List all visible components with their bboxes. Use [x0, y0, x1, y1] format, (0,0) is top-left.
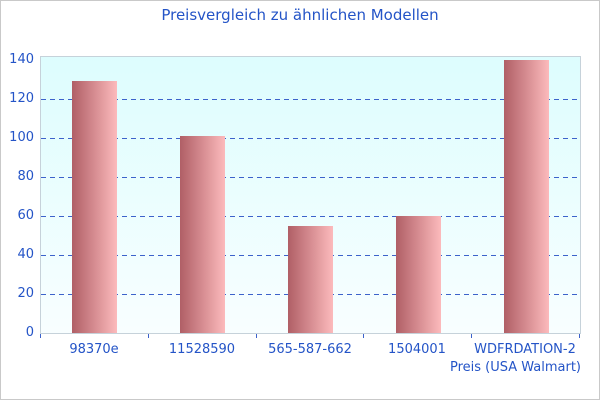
x-category-label-1504001: 1504001: [388, 342, 446, 357]
x-category-label-565-587-662: 565-587-662: [268, 342, 352, 357]
x-tick-2: [256, 334, 257, 338]
x-tick-3: [363, 334, 364, 338]
gridline-y-120: [41, 99, 580, 100]
x-tick-1: [148, 334, 149, 338]
gridline-y-60: [41, 216, 580, 217]
y-tick-label-40: 40: [17, 247, 34, 262]
gridline-y-100: [41, 138, 580, 139]
y-tick-label-20: 20: [17, 286, 34, 301]
y-tick-label-80: 80: [17, 169, 34, 184]
x-axis-ticks: [40, 334, 581, 339]
y-tick-label-140: 140: [9, 52, 34, 67]
x-tick-0: [40, 334, 41, 338]
x-axis-title: Preis (USA Walmart): [449, 360, 581, 375]
y-tick-label-0: 0: [25, 325, 34, 340]
x-category-label-WDFRDATION-2: WDFRDATION-2: [474, 342, 576, 357]
gridline-y-80: [41, 177, 580, 178]
x-category-label-11528590: 11528590: [168, 342, 236, 357]
x-category-label-98370e: 98370e: [69, 342, 119, 357]
y-tick-label-60: 60: [17, 208, 34, 223]
bar-98370e: [72, 81, 117, 333]
chart-title: Preisvergleich zu ähnlichen Modellen: [161, 6, 439, 24]
bar-1504001: [396, 216, 441, 333]
plot-area: [40, 56, 581, 334]
y-tick-label-100: 100: [9, 130, 34, 145]
bar-WDFRDATION-2: [504, 60, 549, 333]
x-tick-4: [471, 334, 472, 338]
bar-11528590: [180, 136, 225, 333]
x-axis-category-labels: 98370e 11528590 565-587-662 1504001 WDFRDATI…: [40, 342, 581, 358]
y-axis-tick-labels: 0 20 40 60 80 100 120 140: [1, 1, 34, 399]
bar-565-587-662: [288, 226, 333, 333]
y-tick-label-120: 120: [9, 91, 34, 106]
x-tick-5: [579, 334, 580, 338]
